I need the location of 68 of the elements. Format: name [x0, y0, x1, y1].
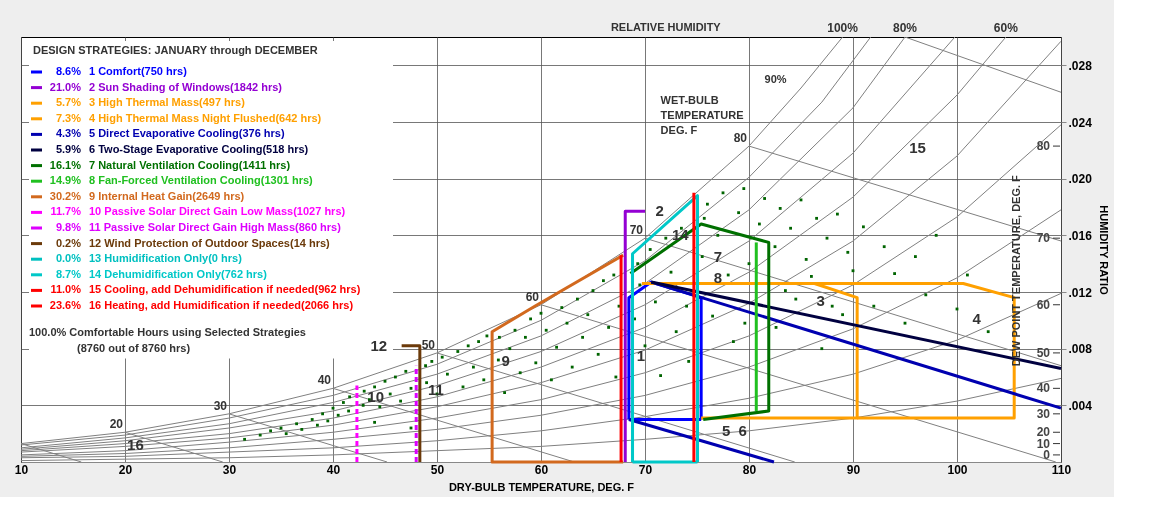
series-label: 40 [317, 373, 332, 388]
y-tick-label: .008 [1068, 342, 1093, 357]
annotation: 9 [501, 352, 510, 370]
legend-label: 21.0% 2 Sun Shading of Windows(1842 hrs) [49, 80, 283, 93]
legend-label: 8.6% 1 Comfort(750 hrs) [55, 65, 188, 77]
legend-title: DESIGN STRATEGIES: JANUARY through DECEMBER [33, 44, 318, 56]
x-tick-label: 100 [947, 462, 968, 477]
x-tick-label: 50 [430, 462, 445, 477]
annotation: 2 [655, 202, 664, 220]
annotation: 5 [721, 421, 731, 439]
x-tick-label: 30 [222, 462, 237, 477]
x-tick-label: 90 [846, 462, 861, 477]
annotation: 80 [1036, 139, 1051, 154]
legend-label: 30.2% 9 Internal Heat Gain(2649 hrs) [49, 189, 245, 202]
legend-label: 0.0% 13 Humidification Only(0 hrs) [55, 252, 243, 265]
y-tick-label: .012 [1068, 285, 1093, 300]
series-label: 60 [525, 289, 540, 304]
annotation: 12 [370, 336, 388, 354]
legend-label: 23.6% 16 Heating, add Humidification if needed(2066 hrs) [49, 299, 354, 311]
x-tick-label: 40 [326, 462, 341, 477]
x-tick-label: 20 [118, 462, 133, 477]
series-label: 20 [109, 417, 124, 432]
legend-label: 14.9% 8 Fan-Forced Ventilation Cooling(1301 hrs) [49, 174, 314, 187]
x-tick-label: 110 [1051, 462, 1072, 477]
y-tick-label: .004 [1068, 398, 1093, 413]
annotation: (8760 out of 8760 hrs) [77, 341, 191, 354]
legend-label: 4.3% 5 Direct Evaporative Cooling(376 hrs) [55, 127, 285, 140]
legend-label: 0.2% 12 Wind Protection of Outdoor Spaces(14 hrs) [55, 236, 331, 249]
x-tick-label: 60 [534, 462, 549, 477]
annotation: 7 [713, 247, 722, 265]
y-tick-label: .028 [1068, 58, 1093, 73]
annotation: 90% [764, 72, 787, 85]
x-tick-label: 10 [14, 462, 29, 477]
annotation: 10 [367, 387, 384, 405]
annotation: 50 [1036, 345, 1051, 360]
annotation: 8 [713, 268, 722, 286]
annotation: 1 [636, 346, 646, 364]
y-tick-label: .020 [1068, 172, 1093, 187]
legend-label: 11.7% 10 Passive Solar Direct Gain Low Mass(1027 hrs) [50, 205, 346, 218]
annotation: 3 [816, 291, 825, 309]
y2-axis-title: DEW POINT TEMPERATURE, DEG. F [1010, 174, 1022, 367]
annotation: 40 [1036, 381, 1051, 396]
legend-label: 5.7% 3 High Thermal Mass(497 hrs) [55, 96, 246, 109]
series-label: 70 [629, 223, 644, 238]
x-axis-title: DRY-BULB TEMPERATURE, DEG. F [448, 480, 635, 493]
legend-label: 5.9% 6 Two-Stage Evaporative Cooling(518 hrs) [55, 143, 309, 155]
annotation: 4 [972, 309, 982, 327]
series-label: 100% [827, 21, 859, 35]
y-axis-title: HUMIDITY RATIO [1097, 205, 1110, 296]
series-label: 80% [892, 21, 918, 35]
y-tick-label: .016 [1068, 228, 1093, 243]
x-tick-label: 70 [638, 462, 653, 477]
legend-label: 9.8% 11 Passive Solar Direct Gain High Mass(860 hrs) [55, 221, 342, 233]
series-label: 50 [421, 337, 436, 352]
legend-label: 7.3% 4 High Thermal Mass Night Flushed(642 hrs) [55, 111, 322, 124]
annotation: 30 [1036, 406, 1051, 421]
annotation: 100.0% Comfortable Hours using Selected Strategies [29, 325, 306, 338]
series-label: 60% [993, 21, 1019, 35]
text: RELATIVE HUMIDITY [610, 21, 722, 33]
legend-label: 11.0% 15 Cooling, add Dehumidification if needed(962 hrs) [50, 283, 361, 296]
x-tick-label: 80 [742, 462, 757, 477]
annotation: 60 [1036, 297, 1051, 312]
annotation: 15 [909, 138, 926, 156]
y-tick-label: .024 [1068, 115, 1093, 130]
legend-label: 16.1% 7 Natural Ventilation Cooling(1411 hrs) [49, 158, 291, 171]
annotation: 6 [738, 421, 747, 439]
legend-label: 8.7% 14 Dehumidification Only(762 hrs) [55, 267, 268, 280]
annotation: 16 [127, 436, 144, 453]
